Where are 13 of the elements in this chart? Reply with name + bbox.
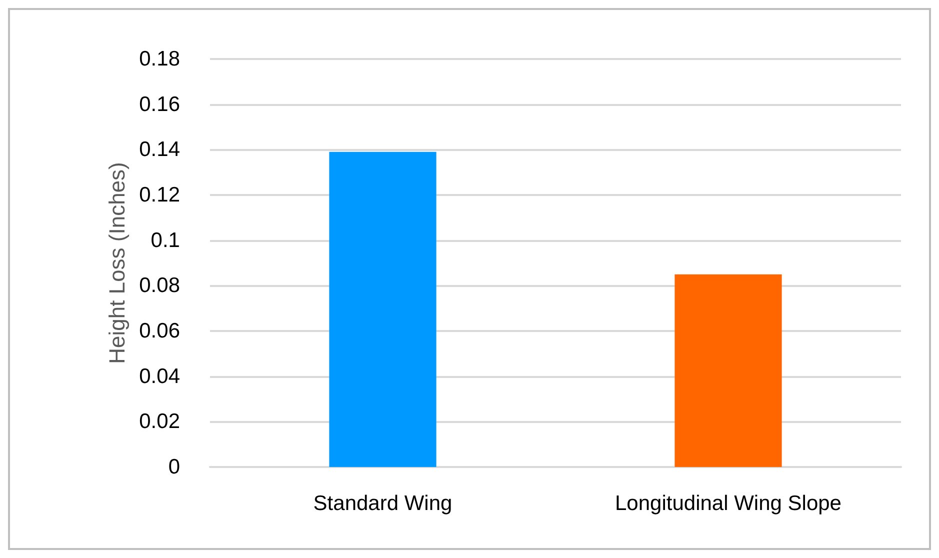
y-tick-label: 0.14 xyxy=(139,138,180,162)
y-tick-label: 0.1 xyxy=(150,228,180,252)
y-tick-label: 0.02 xyxy=(139,410,180,434)
y-tick-label: 0.12 xyxy=(139,184,180,206)
y-tick-label: 0.18 xyxy=(139,48,180,70)
y-tick-label: 0.04 xyxy=(139,364,180,388)
y-axis-title: Height Loss (Inches) xyxy=(104,162,130,364)
y-tick-label: 0 xyxy=(168,456,180,478)
x-tick-label: Longitudinal Wing Slope xyxy=(615,492,842,515)
y-tick-label: 0.06 xyxy=(139,320,180,342)
x-tick-label: Standard Wing xyxy=(313,492,452,515)
y-tick-label: 0.16 xyxy=(139,92,180,116)
y-tick-label: 0.08 xyxy=(139,274,180,298)
